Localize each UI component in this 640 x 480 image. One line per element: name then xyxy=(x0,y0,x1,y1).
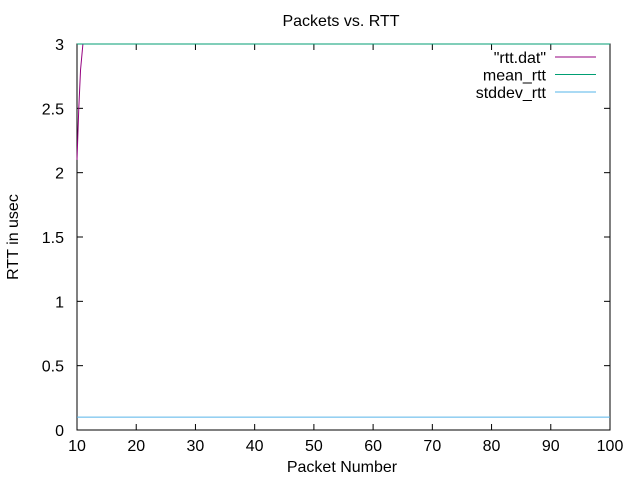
y-tick-label: 0.5 xyxy=(42,359,64,376)
legend-label: "rtt.dat" xyxy=(494,50,546,67)
x-axis-label: Packet Number xyxy=(287,459,398,476)
y-tick-label: 2 xyxy=(55,166,64,183)
legend-label: stddev_rtt xyxy=(476,85,547,102)
series-layer xyxy=(76,43,610,418)
x-tick-label: 40 xyxy=(246,438,264,455)
plot-area: 10 20 30 40 50 60 70 80 90 100 0 0.5 1 1.5 2 2.5 3 xyxy=(42,37,624,455)
y-axis-label: RTT in usec xyxy=(5,194,22,280)
y-tick-label: 1.5 xyxy=(42,230,64,247)
x-tick-label: 80 xyxy=(483,438,501,455)
x-tick-label: 10 xyxy=(68,438,86,455)
x-tick-label: 30 xyxy=(187,438,205,455)
y-tick-label: 2.5 xyxy=(42,101,64,118)
x-tick-label: 70 xyxy=(423,438,441,455)
x-tick-label: 50 xyxy=(305,438,323,455)
y-tick-label: 0 xyxy=(55,423,64,440)
x-tick-label: 60 xyxy=(364,438,382,455)
x-tick-label: 90 xyxy=(542,438,560,455)
y-tick-label: 3 xyxy=(55,37,64,54)
x-tick-label: 20 xyxy=(127,438,145,455)
chart-title: Packets vs. RTT xyxy=(282,13,399,30)
x-tick-label: 100 xyxy=(597,438,624,455)
legend-label: mean_rtt xyxy=(483,68,547,85)
y-tick-label: 1 xyxy=(55,294,64,311)
